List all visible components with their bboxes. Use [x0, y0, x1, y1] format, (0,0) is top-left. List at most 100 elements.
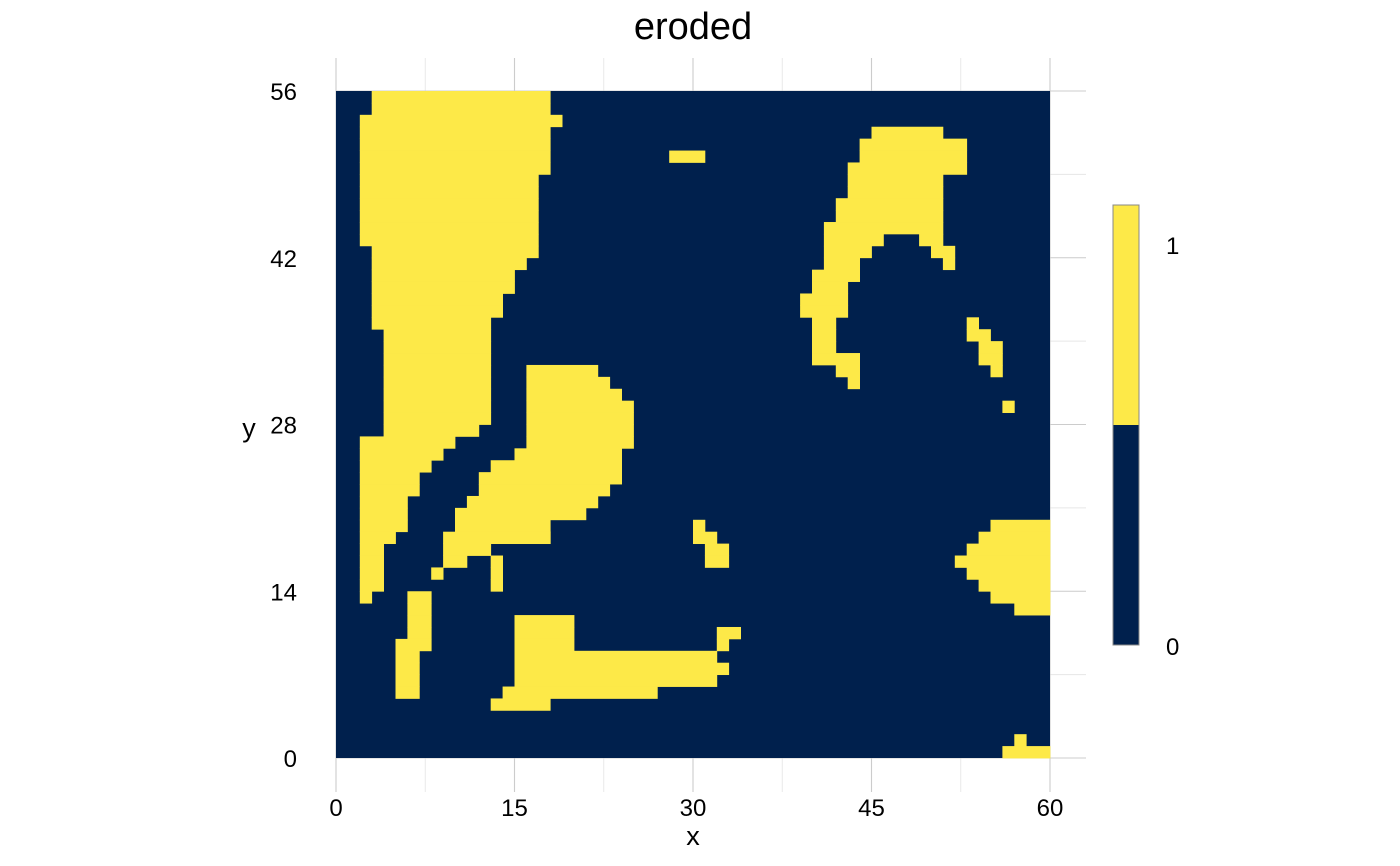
heatmap-cell-run-value-1: [371, 305, 503, 318]
heatmap-cell-run-value-1: [812, 353, 860, 366]
heatmap-cell-run-value-1: [490, 460, 622, 473]
heatmap-cell-run-value-1: [383, 388, 492, 402]
heatmap-cell-run-value-1: [514, 674, 718, 687]
heatmap-cell-run-value-1: [800, 305, 849, 318]
heatmap-cell-run-value-1: [966, 329, 991, 342]
heatmap-cell-run-value-1: [383, 412, 492, 425]
heatmap-cell-run-value-1: [800, 293, 849, 306]
heatmap-cell-run-value-1: [847, 174, 944, 187]
x-axis-label: x: [686, 821, 700, 851]
heatmap-cell-run-value-1: [823, 233, 884, 247]
heatmap-cell-run-value-1: [990, 591, 1051, 604]
y-axis-tick-labels: 0 14 28 42 56: [270, 79, 297, 773]
heatmap-cell-run-value-1: [978, 341, 1003, 354]
heatmap-cell-run-value-1: [359, 567, 384, 580]
heatmap-cell-run-value-1: [1002, 400, 1015, 413]
heatmap-cell-run-value-1: [847, 186, 944, 199]
heatmap-cell-run-value-1: [478, 472, 622, 485]
heatmap-cell-run-value-1: [514, 662, 730, 676]
heatmap-cell-run-value-1: [359, 495, 408, 509]
heatmap-cell-run-value-1: [812, 317, 837, 330]
heatmap-cell-run-value-1: [514, 650, 718, 664]
heatmap-cell-run-value-1: [395, 674, 420, 687]
heatmap-cell-run-value-1: [395, 638, 432, 652]
heatmap-cell-run-value-1: [812, 269, 860, 282]
heatmap-cell-run-value-1: [371, 317, 492, 330]
heatmap-cell-run-value-1: [371, 91, 551, 104]
heatmap-cell-run-value-1: [359, 138, 551, 151]
heatmap-cell-run-value-1: [812, 281, 849, 294]
y-axis-label: y: [242, 413, 256, 443]
heatmap-cell-run-value-1: [359, 519, 408, 533]
heatmap-cell-run-value-1: [371, 269, 515, 282]
heatmap-cell-run-value-1: [1014, 734, 1027, 747]
heatmap-cell-run-value-1: [455, 507, 587, 521]
heatmap-cell-run-value-1: [693, 519, 706, 533]
heatmap-cell-run-value-1: [359, 150, 551, 163]
heatmap-cell-run-value-1: [359, 174, 539, 187]
heatmap-cell-run-value-1: [359, 222, 539, 235]
heatmap-cell-run-value-1: [443, 555, 468, 568]
heatmap-cell-run-value-1: [538, 531, 551, 545]
heatmap-cell-run-value-1: [478, 484, 611, 497]
legend-border: [1112, 204, 1140, 646]
chart-title: eroded: [634, 6, 752, 48]
heatmap-cell-run-value-1: [383, 341, 492, 354]
heatmap-cell-run-value-1: [931, 245, 956, 259]
heatmap-cell-run-value-1: [359, 114, 563, 128]
heatmap-cell-run-value-1: [383, 329, 492, 342]
x-tick-label: 30: [680, 795, 707, 822]
heatmap-cell-run-value-1: [407, 603, 432, 616]
heatmap-cell-run-value-1: [359, 591, 373, 604]
heatmap-cell-run-value-1: [371, 102, 551, 116]
legend-swatch-1: [1113, 205, 1139, 425]
heatmap-raster: [336, 91, 1051, 759]
heatmap-cell-run-value-1: [407, 626, 432, 640]
heatmap-cell-run-value-1: [359, 436, 456, 449]
heatmap-cell-run-value-1: [526, 412, 634, 425]
heatmap-cell-run-value-1: [693, 531, 718, 545]
heatmap-cell-run-value-1: [359, 579, 384, 592]
heatmap-cell-run-value-1: [359, 472, 420, 485]
heatmap-cell-run-value-1: [526, 364, 599, 378]
y-tick-label: 0: [284, 746, 297, 773]
heatmap-cell-run-value-1: [395, 686, 420, 699]
heatmap-cell-run-value-1: [359, 198, 539, 211]
heatmap-cell-run-value-1: [978, 353, 1003, 366]
heatmap-cell-run-value-1: [359, 555, 384, 568]
heatmap-cell-run-value-1: [514, 626, 575, 640]
heatmap-cell-run-value-1: [990, 519, 1051, 533]
heatmap-cell-run-value-1: [835, 364, 860, 378]
heatmap-cell-run-value-1: [443, 543, 492, 556]
heatmap-cell-run-value-1: [835, 198, 944, 211]
heatmap-cell-run-value-1: [502, 686, 658, 699]
legend-label-1: 1: [1166, 233, 1179, 260]
heatmap-cell-run-value-1: [371, 245, 539, 259]
heatmap-cell-run-value-1: [359, 233, 539, 247]
heatmap-cell-run-value-1: [835, 210, 944, 223]
heatmap-cell-run-value-1: [455, 519, 551, 533]
heatmap-cell-run-value-1: [966, 317, 979, 330]
heatmap-cell-run-value-1: [371, 281, 515, 294]
x-tick-label: 60: [1037, 795, 1064, 822]
heatmap-cell-run-value-1: [812, 341, 837, 354]
heatmap-cell-run-value-1: [859, 150, 968, 163]
y-tick-label: 28: [270, 413, 297, 440]
heatmap-cell-run-value-1: [847, 376, 860, 390]
y-tick-label: 56: [270, 79, 297, 106]
heatmap-cell-run-value-1: [823, 257, 860, 271]
heatmap-cell-run-value-1: [359, 210, 539, 223]
heatmap-cell-run-value-1: [359, 507, 408, 521]
heatmap-cell-run-value-1: [466, 495, 599, 509]
heatmap-cell-run-value-1: [871, 126, 944, 140]
heatmap-cell-run-value-1: [823, 222, 944, 235]
heatmap-cell-run-value-1: [919, 233, 944, 247]
heatmap-cell-run-value-1: [359, 186, 539, 199]
heatmap-cell-run-value-1: [359, 531, 396, 545]
heatmap-cell-run-value-1: [716, 626, 741, 640]
x-tick-label: 45: [858, 795, 885, 822]
x-tick-label: 0: [329, 795, 342, 822]
heatmap-cell-run-value-1: [490, 579, 503, 592]
heatmap-cell-run-value-1: [431, 567, 444, 580]
heatmap-cell-run-value-1: [514, 638, 575, 652]
